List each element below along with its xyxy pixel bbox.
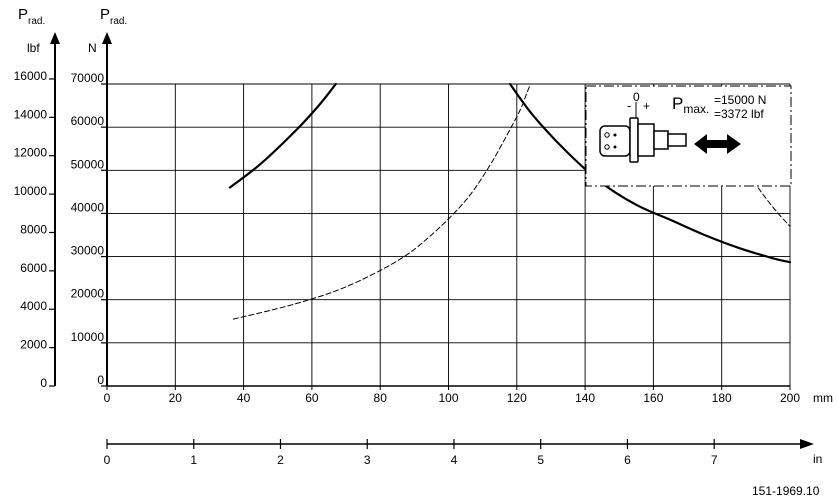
y-lbf-tick-label: 12000	[14, 146, 48, 160]
y-lbf-tick-label: 14000	[14, 107, 48, 121]
x-in-tick-label: 6	[624, 453, 631, 467]
chart-axes: 0100002000030000400005000060000700000200…	[14, 32, 814, 467]
load-curve-solid	[508, 82, 792, 264]
x-mm-tick-label: 140	[575, 391, 595, 405]
x-in-tick-label: 3	[364, 453, 371, 467]
y-newton-tick-label: 50000	[71, 157, 105, 171]
x-mm-tick-label: 0	[104, 391, 111, 405]
chart-curves	[228, 82, 792, 320]
x-mm-tick-label: 180	[712, 391, 732, 405]
y-newton-tick-label: 30000	[71, 244, 105, 258]
pmax-label: Pmax.	[672, 94, 709, 116]
chart-grid	[107, 83, 791, 386]
x-in-unit: in	[813, 452, 822, 466]
x-mm-tick-label: 160	[643, 391, 663, 405]
x-mm-unit: mm	[813, 391, 833, 405]
figure-reference: 151-1969.10	[752, 484, 820, 498]
x-in-tick-label: 2	[277, 453, 284, 467]
shaft-zero-label: 0	[633, 90, 640, 104]
y-lbf-tick-label: 16000	[14, 69, 48, 83]
shaft-plus-label: +	[643, 99, 650, 113]
y-lbf-tick-label: 0	[40, 376, 47, 390]
x-in-tick-label: 1	[190, 453, 197, 467]
y-lbf-tick-label: 6000	[20, 261, 47, 275]
pmax-lbf-value: =3372 lbf	[714, 107, 764, 121]
left-axis-title: Prad.	[18, 6, 45, 27]
y-newton-tick-label: 10000	[71, 330, 105, 344]
x-mm-tick-label: 100	[438, 391, 458, 405]
pmax-annotation-box: 0 - + Pmax. =15000 N =3372 lbf	[585, 85, 792, 187]
x-mm-tick-label: 80	[374, 391, 388, 405]
double-arrow-icon	[694, 134, 741, 154]
y-lbf-tick-label: 2000	[20, 338, 47, 352]
right-axis-title: Prad.	[100, 6, 127, 27]
x-axis-in-arrow-icon	[800, 439, 814, 449]
shaft-minus-label: -	[627, 98, 631, 113]
right-axis-unit: N	[88, 41, 97, 55]
left-axis-unit: lbf	[27, 41, 40, 55]
x-mm-tick-label: 60	[305, 391, 319, 405]
y-axis-newton-arrow-icon	[102, 32, 112, 44]
y-newton-tick-label: 20000	[71, 287, 105, 301]
y-axis-lbf-arrow-icon	[50, 32, 60, 44]
x-mm-tick-label: 120	[507, 391, 527, 405]
x-mm-tick-label: 20	[169, 391, 183, 405]
y-lbf-tick-label: 10000	[14, 184, 48, 198]
load-curve-dashed	[232, 83, 531, 320]
y-lbf-tick-label: 8000	[20, 222, 47, 236]
y-newton-tick-label: 40000	[71, 200, 105, 214]
x-in-tick-label: 4	[451, 453, 458, 467]
pmax-newton-value: =15000 N	[714, 93, 766, 107]
y-newton-tick-label: 60000	[71, 114, 105, 128]
x-in-tick-label: 5	[537, 453, 544, 467]
hydraulic-motor-icon	[599, 102, 687, 163]
x-in-tick-label: 7	[711, 453, 718, 467]
x-mm-tick-label: 200	[780, 391, 800, 405]
y-newton-tick-label: 0	[97, 373, 104, 387]
x-mm-tick-label: 40	[237, 391, 251, 405]
load-curve-solid	[228, 82, 337, 189]
y-lbf-tick-label: 4000	[20, 299, 47, 313]
y-newton-tick-label: 70000	[71, 71, 105, 85]
x-in-tick-label: 0	[104, 453, 111, 467]
